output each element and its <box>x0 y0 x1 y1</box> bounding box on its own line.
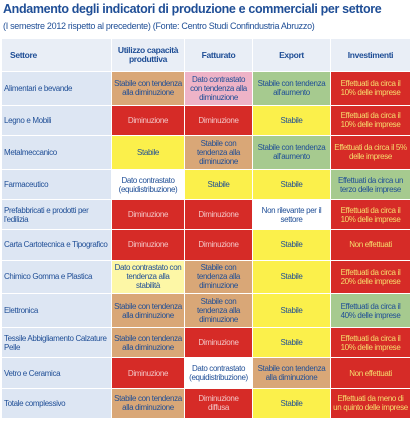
indicators-table: Settore Utilizzo capacità produttiva Fat… <box>1 38 411 420</box>
fatturato-cell: Stabile con tendenza alla diminuzione <box>184 293 253 329</box>
investimenti-cell: Effettuati da circa il 10% delle imprese <box>330 71 411 106</box>
table-row: Farmaceutico Dato contrastato (equidistri… <box>1 168 411 201</box>
investimenti-cell: Effettuati da circa il 5% delle imprese <box>330 135 411 170</box>
fatturato-cell: Stabile con tendenza alla diminuzione <box>184 259 253 295</box>
export-cell: Stabile con tendenza alla diminuzione <box>252 357 331 389</box>
export-cell: Stabile <box>252 104 331 137</box>
fatturato-cell: Diminuzione <box>184 199 253 231</box>
utilizzo-cell: Diminuzione <box>111 357 185 389</box>
table-row: Metalmeccanico Stabile Stabile con tendenz… <box>1 135 411 170</box>
sector-cell: Totale complessivo <box>1 387 112 420</box>
investimenti-cell: Effettuati da circa il 40% delle imprese <box>330 293 411 329</box>
investimenti-cell: Non effettuati <box>330 357 411 389</box>
sector-cell: Elettronica <box>1 293 112 329</box>
export-cell: Non rilevante per il settore <box>252 199 331 231</box>
sector-cell: Chimico Gomma e Plastica <box>1 259 112 295</box>
sector-cell: Legno e Mobili <box>1 104 112 137</box>
export-cell: Stabile <box>252 327 331 359</box>
investimenti-cell: Effettuati da circa il 10% delle imprese <box>330 327 411 359</box>
sector-cell: Prefabbricati e prodotti per l'edilizia <box>1 199 112 231</box>
table-row: Carta Cartotecnica e Tipografico Diminuzi… <box>1 229 411 261</box>
investimenti-cell: Effettuati da circa il 10% delle imprese <box>330 104 411 137</box>
table-row: Legno e Mobili Diminuzione Diminuzione Stab… <box>1 104 411 137</box>
fatturato-cell: Diminuzione diffusa <box>184 387 253 420</box>
page-title: Andamento degli indicatori di produzione… <box>3 2 382 16</box>
column-header-utilizzo: Utilizzo capacità produttiva <box>111 38 185 72</box>
utilizzo-cell: Stabile con tendenza alla diminuzione <box>111 71 185 106</box>
table-row: Elettronica Stabile con tendenza alla dim… <box>1 293 411 329</box>
export-cell: Stabile <box>252 229 331 261</box>
sector-cell: Farmaceutico <box>1 168 112 201</box>
utilizzo-cell: Stabile con tendenza alla diminuzione <box>111 327 185 359</box>
utilizzo-cell: Dato contrastato (equidistribuzione) <box>111 168 185 201</box>
table-row: Alimentari e bevande Stabile con tendenza… <box>1 71 411 106</box>
sector-cell: Vetro e Ceramica <box>1 357 112 389</box>
sector-cell: Tessile Abbigliamento Calzature Pelle <box>1 327 112 359</box>
page-subtitle: (I semestre 2012 rispetto al precedente)… <box>3 21 315 31</box>
investimenti-cell: Effettuati da meno di un quinto delle im… <box>330 387 411 420</box>
utilizzo-cell: Stabile con tendenza alla diminuzione <box>111 293 185 329</box>
column-header-export: Export <box>252 38 331 72</box>
export-cell: Stabile <box>252 387 331 420</box>
utilizzo-cell: Dato contrastato con tendenza alla stabi… <box>111 259 185 295</box>
fatturato-cell: Dato contrastato (equidistribuzione) <box>184 357 253 389</box>
sector-cell: Metalmeccanico <box>1 135 112 170</box>
table-row: Prefabbricati e prodotti per l'edilizia D… <box>1 199 411 231</box>
column-header-fatturato: Fatturato <box>184 38 253 72</box>
fatturato-cell: Stabile <box>184 168 253 201</box>
fatturato-cell: Diminuzione <box>184 327 253 359</box>
investimenti-cell: Effettuati da circa il 20% delle imprese <box>330 259 411 295</box>
table-row: Vetro e Ceramica Diminuzione Dato contrast… <box>1 357 411 389</box>
investimenti-cell: Effettuati da circa il 10% delle imprese <box>330 199 411 231</box>
export-cell: Stabile <box>252 259 331 295</box>
sector-cell: Alimentari e bevande <box>1 71 112 106</box>
table-header-row: Settore Utilizzo capacità produttiva Fat… <box>1 38 411 72</box>
fatturato-cell: Stabile con tendenza alla diminuzione <box>184 135 253 170</box>
sector-cell: Carta Cartotecnica e Tipografico <box>1 229 112 261</box>
fatturato-cell: Diminuzione <box>184 104 253 137</box>
export-cell: Stabile con tendenza all'aumento <box>252 135 331 170</box>
column-header-settore: Settore <box>1 38 112 72</box>
table-row: Tessile Abbigliamento Calzature Pelle Sta… <box>1 327 411 359</box>
fatturato-cell: Dato contrastato con tendenza alla dimin… <box>184 71 253 106</box>
fatturato-cell: Diminuzione <box>184 229 253 261</box>
utilizzo-cell: Stabile <box>111 135 185 170</box>
export-cell: Stabile <box>252 168 331 201</box>
investimenti-cell: Effettuati da circa un terzo delle impre… <box>330 168 411 201</box>
utilizzo-cell: Diminuzione <box>111 199 185 231</box>
export-cell: Stabile con tendenza all'aumento <box>252 71 331 106</box>
export-cell: Stabile <box>252 293 331 329</box>
utilizzo-cell: Diminuzione <box>111 229 185 261</box>
utilizzo-cell: Diminuzione <box>111 104 185 137</box>
utilizzo-cell: Stabile con tendenza alla diminuzione <box>111 387 185 420</box>
table-body: Alimentari e bevande Stabile con tendenza… <box>1 71 411 420</box>
column-header-investimenti: Investimenti <box>330 38 411 72</box>
investimenti-cell: Non effettuati <box>330 229 411 261</box>
table-row: Chimico Gomma e Plastica Dato contrastato… <box>1 259 411 295</box>
table-row: Totale complessivo Stabile con tendenza a… <box>1 387 411 420</box>
